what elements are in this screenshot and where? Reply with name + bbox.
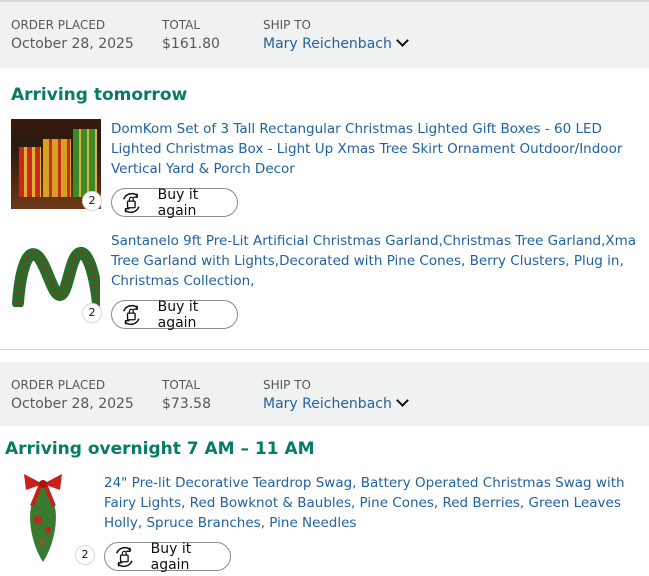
order-placed-label: ORDER PLACED (11, 18, 106, 32)
order-header: ORDER PLACED October 28, 2025 TOTAL $73.… (0, 362, 649, 426)
divider (0, 349, 649, 350)
quantity-badge: 2 (82, 191, 102, 211)
ship-to-name: Mary Reichenbach (263, 36, 392, 52)
order-date: October 28, 2025 (11, 36, 134, 52)
ship-to: SHIP TO Mary Reichenbach (263, 378, 409, 412)
buy-it-again-button[interactable]: Buy it again (111, 298, 238, 331)
quantity-badge: 2 (75, 545, 95, 565)
button-label: Buy it again (157, 298, 199, 331)
buy-again-icon (123, 192, 140, 213)
product-title-link[interactable]: 24" Pre-lit Decorative Teardrop Swag, Ba… (104, 475, 625, 531)
buy-again-icon (116, 546, 133, 567)
product-image-garland[interactable] (12, 245, 104, 309)
ship-to-dropdown[interactable]: Mary Reichenbach (263, 34, 409, 52)
order-total: TOTAL $161.80 (162, 18, 220, 52)
ship-to: SHIP TO Mary Reichenbach (263, 18, 409, 52)
product-image-teardrop-swag[interactable] (12, 472, 74, 564)
total-label: TOTAL (162, 378, 201, 392)
button-label: Buy it again (157, 186, 199, 219)
chevron-down-icon (395, 394, 409, 407)
product-title-link[interactable]: DomKom Set of 3 Tall Rectangular Christm… (111, 121, 623, 177)
order-placed: ORDER PLACED October 28, 2025 (11, 378, 134, 412)
ship-to-label: SHIP TO (263, 18, 312, 32)
buy-it-again-button[interactable]: Buy it again (111, 186, 238, 219)
product-title-link[interactable]: Santanelo 9ft Pre-Lit Artificial Christm… (111, 233, 637, 289)
buy-again-icon (123, 304, 140, 325)
order-total: TOTAL $73.58 (162, 378, 211, 412)
ship-to-label: SHIP TO (263, 378, 312, 392)
order-date: October 28, 2025 (11, 396, 134, 412)
quantity-badge: 2 (82, 303, 102, 323)
order-placed: ORDER PLACED October 28, 2025 (11, 18, 134, 52)
button-label: Buy it again (150, 540, 192, 573)
delivery-status: Arriving overnight 7 AM – 11 AM (5, 439, 315, 459)
ship-to-name: Mary Reichenbach (263, 396, 392, 412)
total-value: $161.80 (162, 36, 220, 52)
buy-it-again-button[interactable]: Buy it again (104, 540, 231, 573)
delivery-status: Arriving tomorrow (11, 85, 188, 105)
order-header: ORDER PLACED October 28, 2025 TOTAL $161… (0, 0, 649, 68)
total-value: $73.58 (162, 396, 211, 412)
ship-to-dropdown[interactable]: Mary Reichenbach (263, 394, 409, 412)
total-label: TOTAL (162, 18, 201, 32)
chevron-down-icon (395, 34, 409, 47)
order-placed-label: ORDER PLACED (11, 378, 106, 392)
product-image-gift-boxes[interactable] (11, 119, 101, 209)
